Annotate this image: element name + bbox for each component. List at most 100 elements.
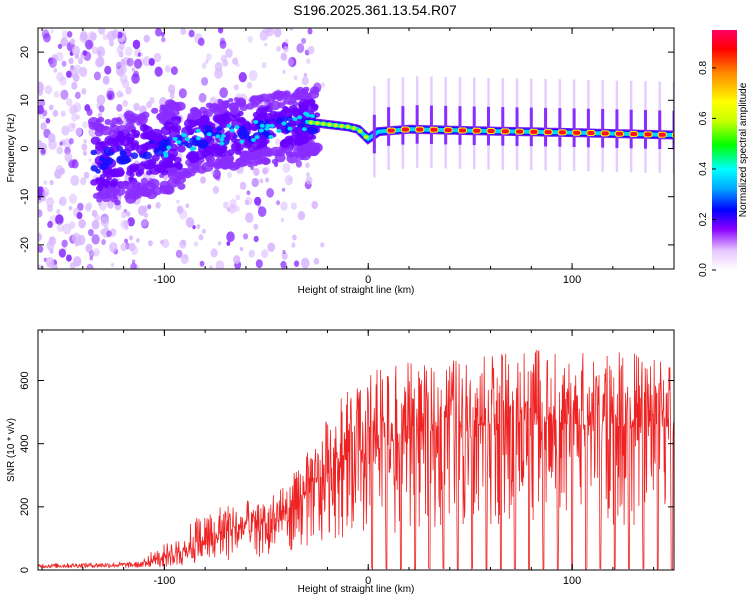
spectrogram-noise-blob [78,57,84,65]
spectrogram-noise-blob [200,176,206,184]
spectrogram-noise-blob [108,40,114,47]
spectrogram-spike-core [501,107,505,146]
spectrogram-noise-blob [93,71,101,81]
spectrogram-peak-blob [176,140,182,145]
spectrogram-noise-blob [246,81,253,89]
spectrogram-band-blob [90,136,101,145]
spectrogram-noise-blob [305,172,310,178]
spectrogram-noise-blob [264,42,268,47]
spectrogram-noise-blob [83,171,90,179]
spectrogram-transition-core [328,123,331,126]
spectrogram-peak-blob [163,153,169,158]
spectrogram-band-blob [95,118,102,124]
spectrogram-noise-blob [91,234,100,245]
spectrogram-noise-blob [226,241,231,246]
spectrogram-band-blob [234,149,242,155]
spectrogram-noise-blob [254,196,262,206]
spectrogram-noise-blob [245,212,254,223]
spectrogram-noise-blob [40,148,46,155]
spectrogram-band-blob [310,86,320,95]
spectrogram-noise-blob [208,265,213,269]
spectrogram-band-blob [146,170,153,176]
spectrogram-noise-blob [281,252,288,260]
spectrogram-peak-blob [287,126,293,131]
spectrogram-noise-blob [170,66,178,75]
spectrogram-band-blob [148,139,154,144]
spectrogram-band-blob [143,163,151,170]
spectrogram-noise-blob [235,62,240,68]
spectrogram-noise-blob [313,257,320,265]
spectrogram-noise-blob [80,177,87,186]
spectrogram-band-blob [161,169,169,176]
spectrogram-band-blob [223,156,232,163]
spectrogram-noise-blob [125,86,132,95]
spectrogram-noise-blob [303,72,308,78]
spectrogram-noise-blob [183,254,188,260]
spectrogram-noise-blob [266,187,274,198]
spectrogram-band-blob [224,134,230,139]
snr-x-axis-label: Height of straight line (km) [298,584,415,595]
spectrogram-band-blob [110,195,119,203]
spectrogram-noise-blob [109,242,118,253]
spectrogram-peak-blob [215,134,221,139]
spectrogram-spike-core [372,114,376,154]
spectrogram-noise-blob [135,238,140,243]
spectrogram-noise-blob [167,84,176,94]
x-tick-label: 0 [365,575,371,587]
spectrogram-noise-blob [143,205,148,211]
spectrogram-noise-blob [234,205,240,213]
spectrogram-spike-core [615,109,619,148]
spectrogram-hot-segment [444,128,452,133]
spectrogram-band-blob [282,106,289,113]
spectrogram-noise-blob [48,57,58,68]
spectrogram-band-blob [194,150,206,160]
spectrogram-noise-blob [297,210,306,221]
spectrogram-band-blob [228,97,234,103]
spectrogram-band-blob [199,106,207,114]
spectrogram-noise-blob [307,45,315,55]
spectrogram-peak-blob [301,127,307,132]
spectrogram-noise-blob [123,220,130,228]
spectrogram-band-blob [197,139,209,149]
spectrogram-noise-blob [247,35,254,43]
spectrogram-band-blob [148,178,160,189]
spectrogram-noise-blob [87,228,94,237]
colorbar-tick-label: 0.0 [698,263,709,277]
spectrogram-band-blob [197,165,207,174]
colorbar-ticks: 0.0 0.2 0.4 0.6 0.8 [698,61,716,277]
spectrogram-noise-blob [295,159,302,168]
spectrogram-band-blob [109,144,120,153]
spectrogram-noise-blob [148,58,155,66]
spectrogram-noise-blob [103,75,110,84]
spectrogram-band-blob [139,186,151,197]
spectrogram-band-blob [282,92,291,100]
spectrogram-noise-blob [82,121,88,129]
spectrogram-noise-blob [91,219,100,230]
spectrogram-noise-blob [86,201,93,210]
spectrogram-band-blob [151,154,160,162]
spectrogram-noise-blob [120,211,127,219]
colorbar-tick-label: 0.4 [698,162,709,176]
spectrogram-peak-blob [229,128,235,133]
spectrogram-noise-blob [248,70,258,81]
spectrogram-noise-blob [139,52,144,57]
spectrogram-noise-blob [71,232,81,244]
spectrogram-hot-segment [587,131,595,136]
spectrogram-transition-core [334,124,338,127]
x-tick-label: 100 [563,575,581,587]
spectrogram-band-blob [116,167,124,174]
spectrogram-peak-blob [180,132,186,137]
spectrogram-band-blob [292,147,305,158]
spectrogram-x-axis-label: Height of straight line (km) [298,285,415,296]
spectrogram-band-blob [269,100,281,111]
spectrogram-band-blob [302,86,310,93]
colorbar-gradient [712,30,737,270]
spectrogram-noise-blob [47,220,53,229]
spectrogram-noise-blob [57,43,63,50]
spectrogram-peak-blob [219,137,225,142]
spectrogram-noise-blob [267,242,276,253]
spectrogram-noise-blob [160,32,165,37]
spectrogram-noise-blob [68,205,73,211]
spectrogram-band-blob [124,188,135,198]
